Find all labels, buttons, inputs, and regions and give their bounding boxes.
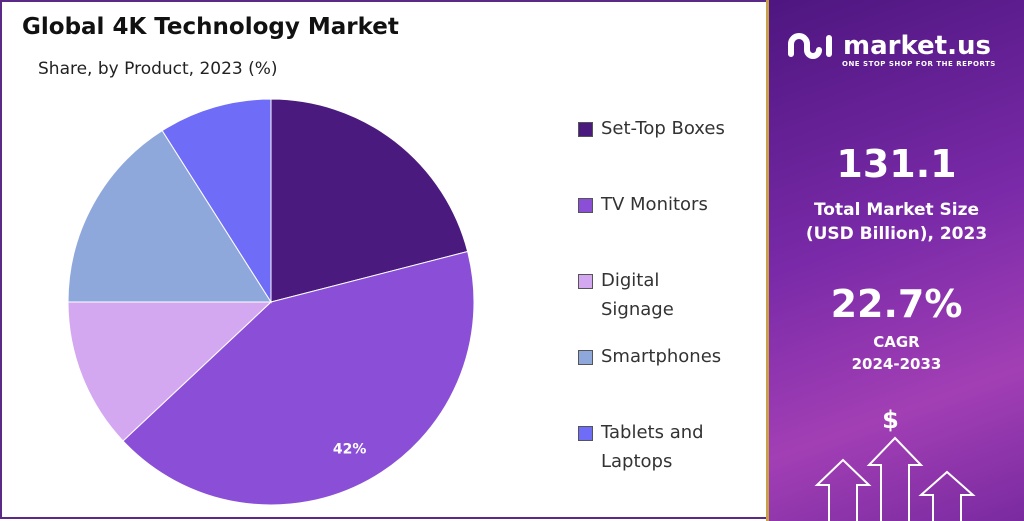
legend-label: Set-Top Boxes bbox=[601, 118, 725, 139]
legend-label: Smartphones bbox=[601, 346, 722, 367]
market-size-label: Total Market Size bbox=[813, 200, 980, 220]
legend-label: Tablets and Laptops bbox=[601, 422, 704, 472]
legend-item: Tablets and Laptops bbox=[578, 418, 731, 476]
cagr-label: CAGR bbox=[873, 333, 920, 351]
legend-item: TV Monitors bbox=[578, 190, 708, 219]
dollar-icon: $ bbox=[882, 406, 899, 434]
legend-swatch bbox=[578, 122, 593, 137]
pie-slice-tablets-and-laptops bbox=[161, 98, 272, 304]
legend-label: Digital Signage bbox=[601, 270, 674, 320]
growth-arrows-icon bbox=[814, 436, 976, 521]
legend-swatch bbox=[578, 274, 593, 289]
pie-slice-digital-signage bbox=[67, 301, 273, 442]
summary-panel: market.us ONE STOP SHOP FOR THE REPORTS … bbox=[766, 0, 1024, 521]
legend-swatch bbox=[578, 198, 593, 213]
pie-slice-tv-monitors bbox=[122, 250, 475, 506]
legend-item: Smartphones bbox=[578, 342, 721, 371]
pie-slice-smartphones bbox=[67, 129, 272, 303]
data-label: 42% bbox=[333, 442, 367, 458]
pie-slice-set-top-boxes bbox=[270, 98, 469, 303]
logo-icon bbox=[788, 33, 832, 59]
legend-item: Digital Signage bbox=[578, 266, 731, 324]
market-us-logo: market.us ONE STOP SHOP FOR THE REPORTS bbox=[787, 28, 995, 68]
pie-chart: 42% bbox=[67, 98, 475, 506]
legend-swatch bbox=[578, 350, 593, 365]
market-size-label-2: (USD Billion), 2023 bbox=[805, 224, 988, 244]
brand-tagline: ONE STOP SHOP FOR THE REPORTS bbox=[842, 60, 996, 68]
brand-name: market.us bbox=[843, 31, 991, 61]
chart-title: Global 4K Technology Market bbox=[22, 14, 399, 40]
market-size-value: 131.1 bbox=[836, 142, 957, 186]
legend-swatch bbox=[578, 426, 593, 441]
chart-subtitle: Share, by Product, 2023 (%) bbox=[38, 59, 278, 79]
legend-label: TV Monitors bbox=[601, 194, 708, 215]
chart-panel: Global 4K Technology Market Share, by Pr… bbox=[0, 0, 766, 519]
cagr-value: 22.7% bbox=[830, 282, 963, 326]
legend-item: Set-Top Boxes bbox=[578, 114, 725, 143]
cagr-period: 2024-2033 bbox=[851, 355, 942, 373]
